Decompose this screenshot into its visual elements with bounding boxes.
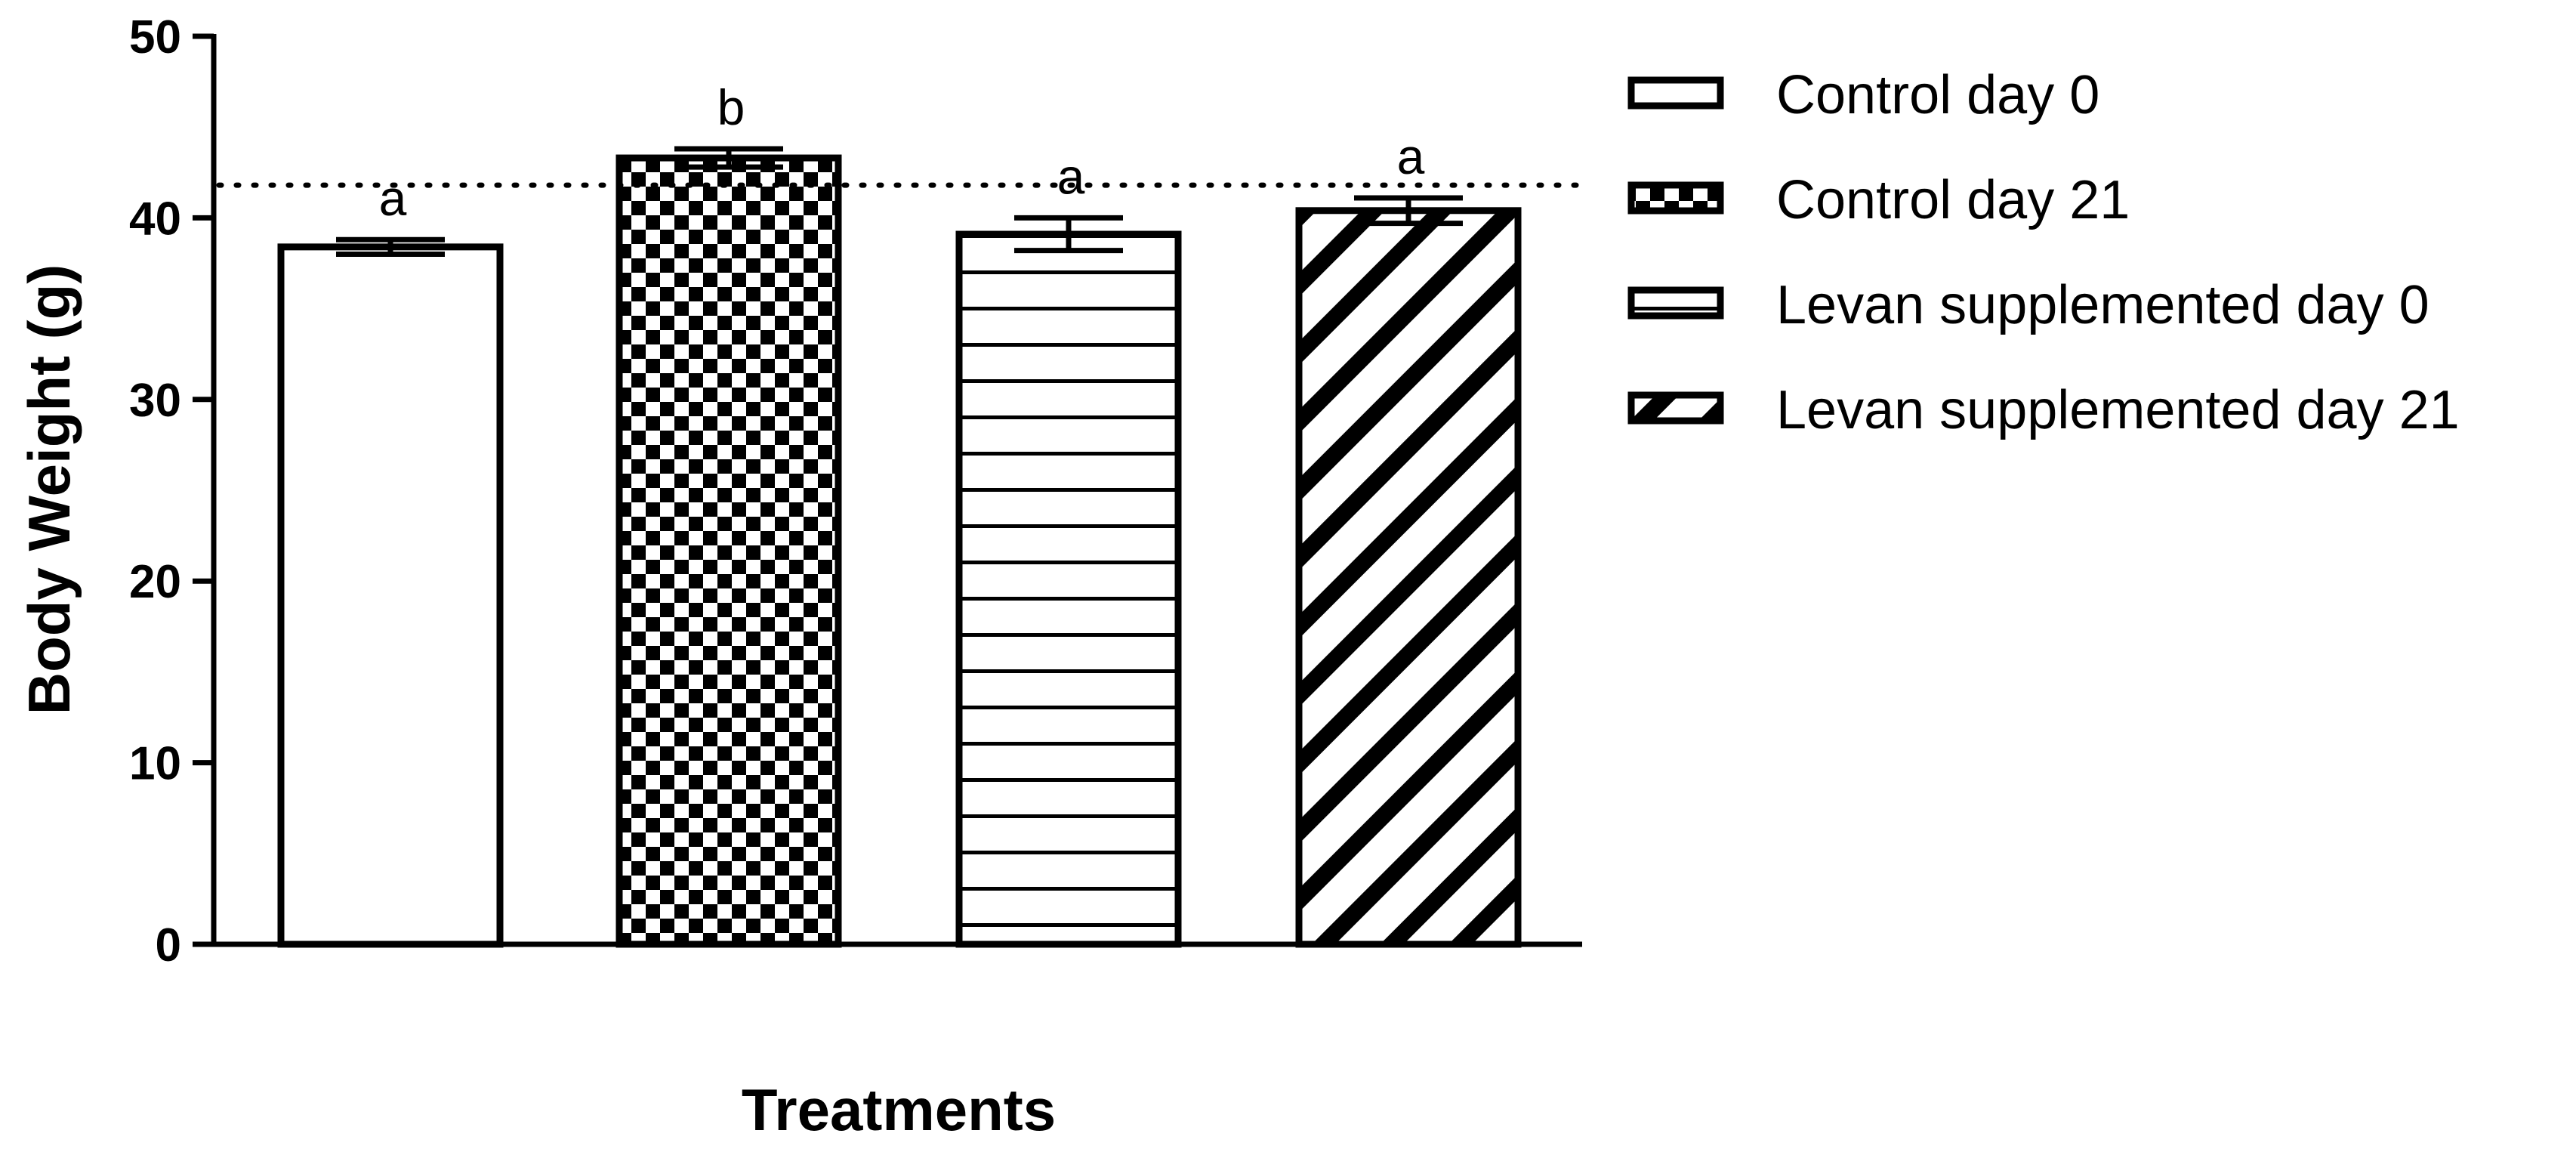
y-tick-label: 30 [129,375,181,427]
bar-levan-supplemented-day-21 [1295,207,1522,948]
plot-area: a b a a [216,79,1585,948]
y-axis: 0 10 20 30 40 50 [129,11,217,971]
bars [277,154,1522,948]
significance-letter: a [1057,148,1085,204]
x-axis-title: Treatments [742,1076,1056,1143]
legend-swatch [1627,286,1724,320]
legend-label: Control day 21 [1776,170,2130,230]
legend-swatch [1627,76,1724,110]
bar-control-day-0 [277,243,504,948]
error-bars [336,146,1463,257]
legend-label: Control day 0 [1776,65,2099,125]
bar-levan-supplemented-day-0 [955,230,1182,948]
y-tick-label: 40 [129,193,181,245]
bar-control-day-21 [615,154,842,948]
legend-swatch [1627,391,1724,425]
legend-swatch [1627,181,1724,215]
legend-label: Levan supplemented day 21 [1776,380,2460,440]
significance-letter: a [379,170,407,226]
legend-label: Levan supplemented day 0 [1776,275,2429,335]
significance-letter: a [1397,128,1425,184]
significance-labels: a b a a [379,79,1425,226]
y-ticks: 0 10 20 30 40 50 [129,11,214,971]
y-tick-label: 10 [129,738,181,790]
y-tick-label: 50 [129,11,181,63]
legend: Control day 0 Control day 21 Levan supplem… [1627,65,2460,440]
y-axis-title: Body Weight (g) [16,264,82,715]
significance-letter: b [717,79,745,135]
y-tick-label: 20 [129,556,181,608]
y-tick-label: 0 [156,919,181,971]
